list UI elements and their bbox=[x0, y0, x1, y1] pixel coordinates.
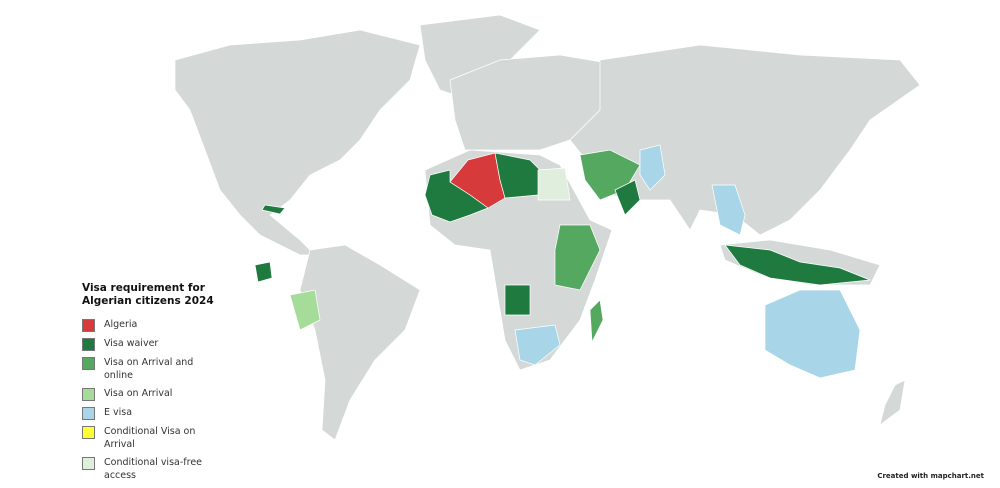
evisa-southeast-asia bbox=[711, 184, 746, 236]
legend-swatch bbox=[82, 457, 95, 470]
legend-label: Visa on Arrival bbox=[104, 388, 173, 399]
visa-arrival-bolivia bbox=[289, 289, 321, 331]
legend-item-evisa: E visa bbox=[82, 406, 222, 420]
legend-swatch bbox=[82, 357, 95, 370]
legend-label: Algeria bbox=[104, 319, 138, 330]
legend: Visa requirement for Algerian citizens 2… bbox=[82, 282, 222, 487]
legend-label: Visa waiver bbox=[104, 338, 159, 349]
legend-item-conditional-voa: Conditional Visa on Arrival bbox=[82, 425, 222, 451]
visa-waiver-caribbean bbox=[261, 204, 286, 215]
visa-waiver-oman bbox=[614, 179, 641, 216]
legend-swatch bbox=[82, 388, 95, 401]
legend-label: Conditional Visa on Arrival bbox=[104, 426, 196, 450]
evisa-australia bbox=[764, 289, 861, 379]
visa-waiver-angola bbox=[504, 284, 531, 316]
visa-arrival-madagascar bbox=[589, 299, 604, 344]
conditional-egypt bbox=[537, 167, 571, 201]
visa-waiver-west-africa bbox=[424, 169, 489, 223]
credit-text: Created with mapchart.net bbox=[877, 472, 984, 480]
legend-item-visa-on-arrival: Visa on Arrival bbox=[82, 387, 222, 401]
legend-label: E visa bbox=[104, 407, 133, 418]
legend-label: Conditional visa-free access bbox=[104, 457, 203, 481]
visa-arrival-online-east-africa bbox=[554, 224, 601, 291]
legend-swatch bbox=[82, 338, 95, 351]
legend-swatch bbox=[82, 319, 95, 332]
evisa-south-asia bbox=[639, 144, 666, 191]
evisa-southern-africa bbox=[514, 324, 561, 366]
legend-item-visa-waiver: Visa waiver bbox=[82, 337, 222, 351]
legend-title: Visa requirement for Algerian citizens 2… bbox=[82, 282, 214, 307]
legend-swatch bbox=[82, 407, 95, 420]
legend-item-visa-on-arrival-online: Visa on Arrival and online bbox=[82, 356, 222, 382]
legend-swatch bbox=[82, 426, 95, 439]
north-america bbox=[174, 29, 421, 256]
legend-item-conditional-visa-free: Conditional visa-free access bbox=[82, 456, 222, 482]
visa-waiver-ecuador bbox=[254, 261, 273, 283]
visa-waiver-indonesia bbox=[724, 244, 871, 286]
south-america bbox=[299, 244, 421, 441]
legend-label: Visa on Arrival and online bbox=[104, 357, 194, 381]
new-zealand bbox=[879, 379, 906, 426]
legend-item-algeria: Algeria bbox=[82, 318, 222, 332]
